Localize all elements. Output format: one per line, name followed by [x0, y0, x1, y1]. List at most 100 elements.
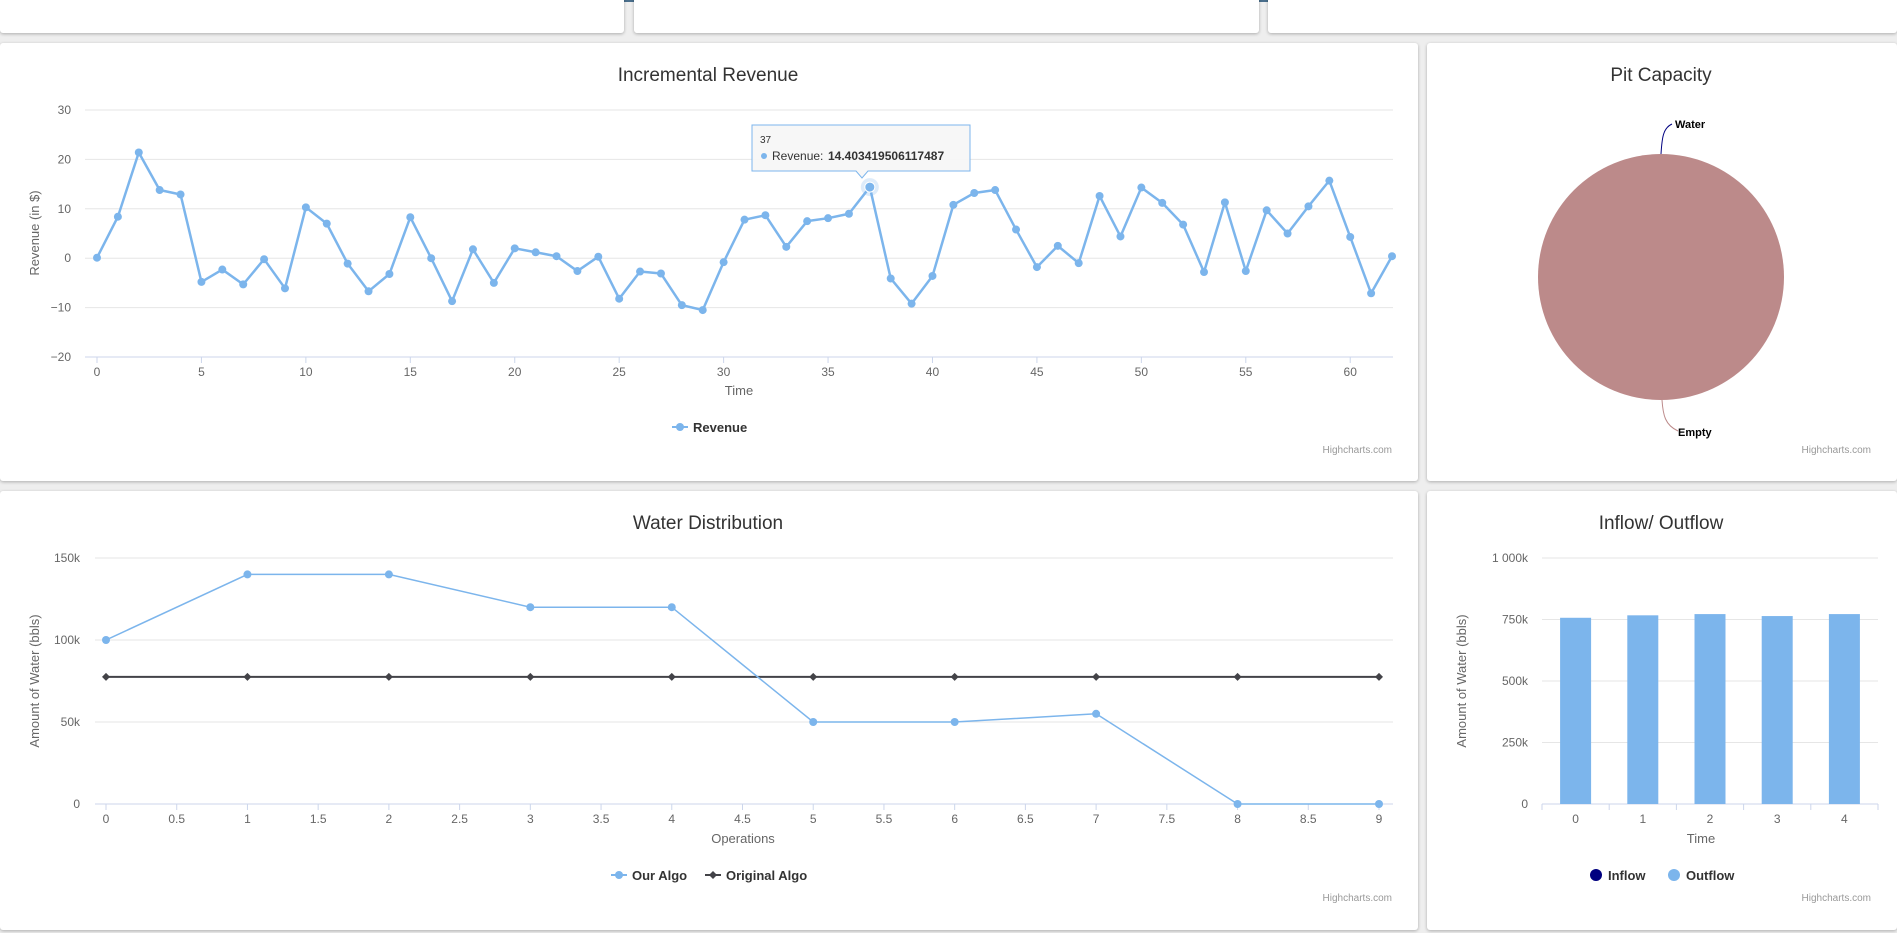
data-point[interactable] — [615, 294, 624, 303]
data-point[interactable] — [949, 200, 958, 209]
data-point[interactable] — [552, 252, 561, 261]
data-point[interactable] — [1032, 263, 1041, 272]
bar-outflow[interactable] — [1560, 617, 1592, 804]
data-point[interactable] — [1367, 289, 1376, 298]
data-point[interactable] — [468, 245, 477, 254]
data-point[interactable] — [809, 672, 818, 681]
data-point[interactable] — [740, 215, 749, 224]
data-point[interactable] — [343, 259, 352, 268]
data-point[interactable] — [719, 258, 728, 267]
data-point[interactable] — [1325, 176, 1334, 185]
data-point[interactable] — [218, 265, 227, 274]
data-point[interactable] — [1092, 672, 1101, 681]
credits-link[interactable]: Highcharts.com — [1323, 893, 1392, 904]
legend-item-outflow[interactable]: Outflow — [1668, 868, 1735, 883]
data-point[interactable] — [667, 603, 676, 612]
data-point[interactable] — [1233, 672, 1242, 681]
data-point[interactable] — [260, 255, 269, 264]
data-point[interactable] — [761, 211, 770, 220]
data-point[interactable] — [970, 188, 979, 197]
credits-link[interactable]: Highcharts.com — [1802, 445, 1871, 456]
data-point[interactable] — [928, 271, 937, 280]
data-point[interactable] — [1074, 259, 1083, 268]
legend-item-our-algo[interactable]: Our Algo — [611, 868, 687, 883]
bar-outflow[interactable] — [1627, 615, 1659, 804]
data-point[interactable] — [243, 672, 252, 681]
data-point[interactable] — [1241, 267, 1250, 276]
data-point[interactable] — [385, 270, 394, 279]
data-point[interactable] — [656, 269, 665, 278]
data-point[interactable] — [239, 280, 248, 289]
data-point[interactable] — [197, 277, 206, 286]
data-point[interactable] — [886, 274, 895, 283]
data-point[interactable] — [1283, 229, 1292, 238]
data-point[interactable] — [134, 148, 143, 157]
data-point[interactable] — [1200, 268, 1209, 277]
data-point[interactable] — [489, 278, 498, 287]
data-point[interactable] — [364, 287, 373, 296]
data-point[interactable] — [102, 636, 110, 644]
data-point[interactable] — [1179, 220, 1188, 229]
x-tick-label: 9 — [1376, 812, 1383, 826]
data-point[interactable] — [594, 252, 603, 261]
data-point[interactable] — [991, 186, 1000, 195]
data-point[interactable] — [1304, 202, 1313, 211]
data-point[interactable] — [573, 267, 582, 276]
bar-outflow[interactable] — [1694, 614, 1726, 804]
data-point[interactable] — [1375, 800, 1383, 808]
credits-link[interactable]: Highcharts.com — [1323, 445, 1392, 456]
data-point[interactable] — [864, 181, 876, 193]
data-point[interactable] — [526, 672, 535, 681]
legend-item-inflow[interactable]: Inflow — [1590, 868, 1646, 883]
bar-outflow[interactable] — [1828, 614, 1860, 804]
data-point[interactable] — [950, 718, 959, 726]
credits-link[interactable]: Highcharts.com — [1802, 893, 1871, 904]
data-point[interactable] — [384, 672, 393, 681]
data-point[interactable] — [809, 718, 818, 726]
data-point[interactable] — [243, 570, 252, 579]
data-point[interactable] — [907, 299, 916, 308]
data-point[interactable] — [1137, 183, 1146, 192]
data-point[interactable] — [176, 190, 185, 199]
data-point[interactable] — [1388, 252, 1396, 261]
data-point[interactable] — [113, 212, 122, 221]
data-point[interactable] — [1158, 198, 1167, 207]
data-point[interactable] — [803, 217, 812, 226]
data-point[interactable] — [531, 248, 540, 257]
data-point[interactable] — [950, 672, 959, 681]
bar-outflow[interactable] — [1761, 616, 1793, 804]
y-tick-label: 1 000k — [1492, 551, 1529, 565]
data-point[interactable] — [322, 219, 331, 228]
data-point[interactable] — [1095, 191, 1104, 200]
data-point[interactable] — [1375, 672, 1383, 681]
data-point[interactable] — [844, 209, 853, 218]
data-point[interactable] — [1092, 709, 1101, 718]
data-point[interactable] — [406, 213, 415, 222]
data-point[interactable] — [1346, 232, 1355, 241]
data-point[interactable] — [510, 244, 519, 253]
legend-item-revenue[interactable]: Revenue — [672, 420, 747, 435]
data-point[interactable] — [301, 203, 310, 212]
data-point[interactable] — [280, 284, 289, 293]
legend-item-original-algo[interactable]: Original Algo — [705, 868, 807, 883]
data-point[interactable] — [427, 254, 436, 263]
data-point[interactable] — [636, 267, 645, 276]
data-point[interactable] — [448, 297, 457, 306]
data-point[interactable] — [824, 214, 833, 223]
data-point[interactable] — [1233, 800, 1242, 808]
data-point[interactable] — [667, 672, 676, 681]
data-point[interactable] — [102, 672, 110, 681]
data-point[interactable] — [155, 186, 164, 195]
data-point[interactable] — [526, 603, 535, 612]
data-point[interactable] — [1262, 206, 1271, 215]
data-point[interactable] — [1220, 198, 1229, 207]
data-point[interactable] — [1116, 232, 1125, 241]
data-point[interactable] — [677, 301, 686, 310]
data-point[interactable] — [1053, 241, 1062, 250]
data-point[interactable] — [1012, 225, 1021, 234]
data-point[interactable] — [93, 253, 101, 262]
data-point[interactable] — [384, 570, 393, 579]
data-point[interactable] — [782, 242, 791, 251]
pie-slice-empty[interactable] — [1538, 154, 1784, 400]
data-point[interactable] — [698, 306, 707, 315]
